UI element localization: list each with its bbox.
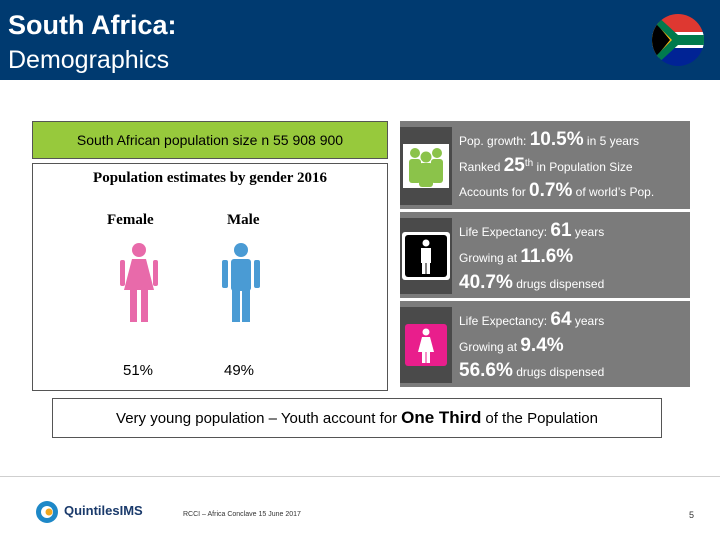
male-label: Male [227, 212, 260, 228]
male-person-icon [402, 232, 450, 280]
youth-banner-post: of the Population [485, 409, 598, 427]
stat-line: Life Expectancy: 64 years [459, 309, 605, 330]
page-subtitle: Demographics [8, 46, 170, 74]
youth-banner-emphasis: One Third [401, 408, 482, 427]
female-label: Female [107, 212, 154, 228]
stat-line: 56.6% drugs dispensed [459, 360, 605, 381]
stat-line: Growing at 11.6% [459, 246, 574, 267]
group-people-icon [403, 144, 449, 188]
stat-line: Growing at 9.4% [459, 335, 564, 356]
page-number: 5 [689, 510, 695, 520]
footer-divider [0, 476, 720, 477]
population-size-box: South African population size n 55 908 9… [32, 121, 388, 159]
female-percentage: 51% [123, 362, 154, 379]
south-africa-flag-icon [652, 14, 704, 66]
gender-panel: Population estimates by gender 2016 Fema… [32, 163, 388, 391]
stat-icon-box [400, 127, 452, 205]
male-figure-icon [222, 243, 260, 322]
logo-wordmark: QuintilesIMS [64, 503, 143, 518]
stat-icon-box [400, 307, 452, 383]
youth-banner-pre: Very young population – Youth account fo… [116, 409, 398, 427]
male-percentage: 49% [224, 362, 255, 379]
male-stats: Life Expectancy: 61 years Growing at 11.… [400, 212, 690, 298]
stat-icon-box [400, 218, 452, 294]
footer-note: RCCI – Africa Conclave 15 June 2017 [183, 511, 301, 518]
population-growth-stats: Pop. growth: 10.5% in 5 years Ranked 25t… [400, 121, 690, 209]
female-figure-icon [120, 243, 158, 322]
quintilesims-logo-icon [36, 501, 58, 523]
stat-line: Ranked 25th in Population Size [459, 155, 633, 176]
female-person-icon [405, 324, 447, 366]
stat-line: Accounts for 0.7% of world’s Pop. [459, 180, 655, 201]
page-title: South Africa: [8, 10, 177, 40]
stat-line: Pop. growth: 10.5% in 5 years [459, 129, 639, 150]
female-stats: Life Expectancy: 64 years Growing at 9.4… [400, 301, 690, 387]
stat-line: Life Expectancy: 61 years [459, 220, 605, 241]
population-size-text: South African population size n 55 908 9… [76, 132, 344, 148]
header-bar: South Africa: Demographics [0, 0, 720, 80]
youth-banner: Very young population – Youth account fo… [52, 398, 662, 438]
stat-line: 40.7% drugs dispensed [459, 272, 605, 293]
gender-panel-title: Population estimates by gender 2016 [93, 170, 327, 186]
